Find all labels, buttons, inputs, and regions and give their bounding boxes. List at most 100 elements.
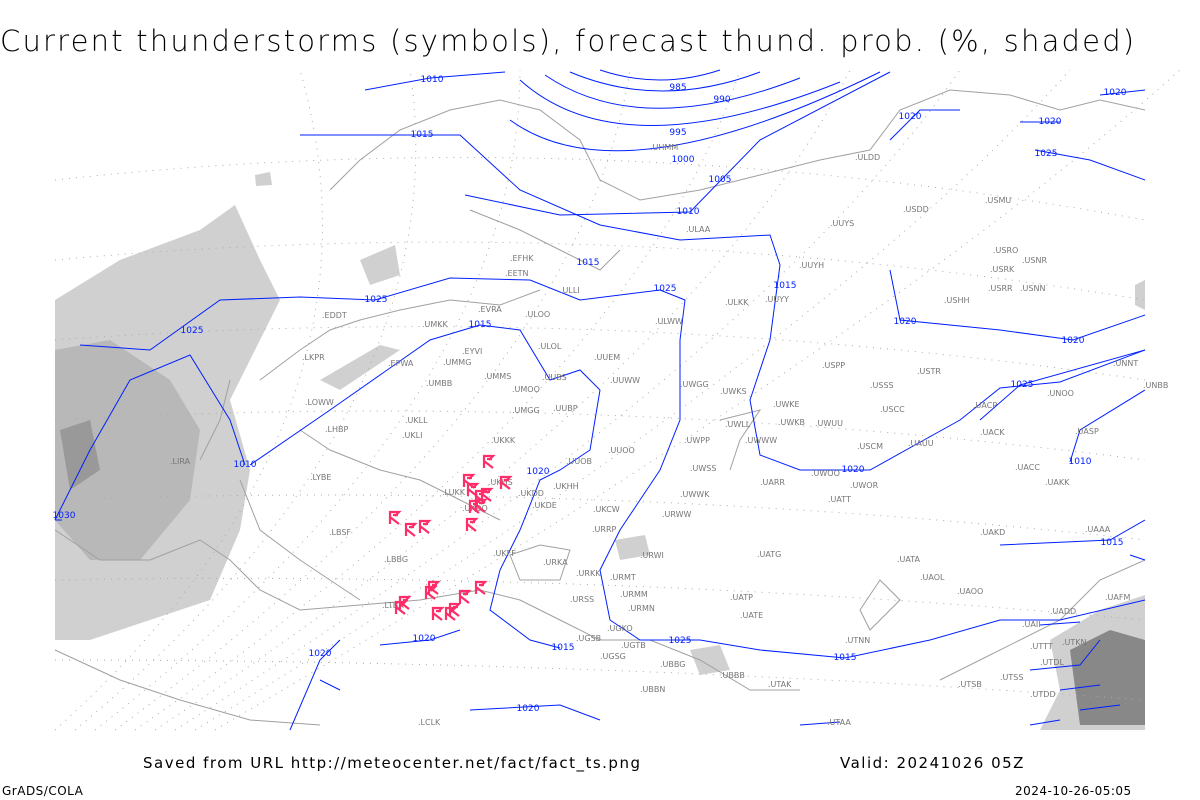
station-label: .UATA [897, 555, 921, 564]
station-label: .UAII [1022, 620, 1041, 629]
station-label: .UUOO [608, 446, 635, 455]
station-label: .UWKS [720, 387, 747, 396]
station-label: .UAOL [920, 573, 945, 582]
isobar-line [1079, 704, 1121, 711]
isobar-line [889, 269, 1146, 341]
station-label: .UWGG [680, 380, 709, 389]
station-label: .USPP [822, 361, 845, 370]
isobar-label: 1020 [309, 649, 332, 659]
isobar-label: 985 [669, 83, 686, 93]
thunderstorm-icon [458, 589, 472, 604]
station-label: .URRP [592, 525, 617, 534]
isobar-label: 1020 [1062, 336, 1085, 346]
isobar-label: 1025 [669, 636, 692, 646]
coastline [719, 409, 762, 471]
isobar-line [379, 629, 461, 646]
station-label: .LKPR [302, 353, 325, 362]
grid-line [174, 69, 961, 731]
isobar-label: 1005 [709, 175, 732, 185]
isobar-line [889, 109, 960, 141]
station-label: .UACC [1015, 463, 1040, 472]
station-label: .USNR [1022, 256, 1047, 265]
valid-time: Valid: 20241026 05Z [840, 754, 1025, 772]
isobar-line [289, 639, 341, 731]
thunderstorm-symbols [388, 454, 513, 621]
station-label: .URMN [628, 604, 655, 613]
isobar-label: 1015 [1101, 538, 1124, 548]
isobar-line [544, 74, 801, 109]
station-labels: .ULDD .USDD .USMU .UUYS .ULAA .USRO .USNR .USRK… [170, 143, 1168, 727]
station-label: .USRK [990, 265, 1015, 274]
isobar-label: 1000 [672, 155, 695, 165]
station-label: .ULDD [855, 153, 880, 162]
station-label: .UUYS [830, 219, 854, 228]
station-label: .UUOB [566, 457, 592, 466]
station-label: .UUWW [610, 376, 640, 385]
station-label: .URMT [610, 573, 636, 582]
station-label: .UHMM [650, 143, 678, 152]
station-label: .ULAA [686, 225, 711, 234]
station-label: .LOWW [305, 398, 334, 407]
grid-line [54, 577, 1146, 621]
thunderstorm-icon [474, 580, 488, 595]
isobar-label: 1020 [1039, 117, 1062, 127]
station-label: .UMKK [422, 320, 449, 329]
station-label: .USNN [1020, 284, 1045, 293]
station-label: .UBBG [660, 660, 685, 669]
station-label: .UTAK [768, 680, 792, 689]
isobar-label: 1010 [234, 460, 257, 470]
isobar-line [1129, 554, 1146, 561]
coastline [54, 649, 321, 726]
isobar-label: 1025 [654, 284, 677, 294]
isobar-line [599, 69, 721, 81]
station-label: .EDDT [322, 311, 347, 320]
grid-line [54, 326, 1146, 381]
station-label: .UWLL [725, 420, 751, 429]
station-label: .UKKK [491, 436, 516, 445]
station-label: .UTTT [1030, 642, 1053, 651]
shading-area [690, 645, 730, 675]
station-label: .UKHH [553, 482, 579, 491]
isobar-line [1029, 639, 1101, 671]
coastline [299, 429, 501, 521]
station-label: .UKLI [402, 431, 422, 440]
station-label: .UNBB [1143, 381, 1168, 390]
coastline [259, 289, 541, 381]
isobar-label: 1020 [894, 317, 917, 327]
coastline [859, 579, 901, 631]
station-label: .UGKO [607, 624, 633, 633]
isobar-label: 1020 [899, 112, 922, 122]
coastline [329, 89, 1146, 201]
isobar-line [249, 324, 601, 649]
station-label: .UTDD [1030, 690, 1056, 699]
thunderstorm-icon [480, 487, 494, 502]
station-label: .UUYH [799, 261, 824, 270]
isobar-line [464, 71, 891, 216]
shading-area [320, 345, 400, 390]
station-label: .UMMS [484, 372, 511, 381]
station-label: .UKDE [532, 501, 557, 510]
grid-line [94, 69, 521, 731]
station-label: .UATT [828, 495, 851, 504]
station-label: .UUYY [765, 295, 789, 304]
isobar-label: 1015 [469, 320, 492, 330]
station-label: .EPWA [388, 359, 414, 368]
station-label: .USTR [917, 367, 941, 376]
thunderstorm-icon [398, 595, 412, 610]
station-label: .LBBG [384, 555, 408, 564]
isobar-label: 1020 [842, 465, 865, 475]
station-label: .UGSB [576, 634, 601, 643]
station-label: .UATE [740, 611, 763, 620]
isobar-line [1039, 621, 1081, 626]
isobar-line [79, 277, 1146, 659]
isobar-line [1029, 719, 1061, 726]
isobar-label: 995 [669, 128, 686, 138]
station-label: .UTSS [1000, 673, 1023, 682]
station-label: .UACP [973, 401, 997, 410]
station-label: .LIRA [170, 457, 191, 466]
thunderstorm-icon [404, 522, 418, 537]
station-label: .UAFM [1105, 593, 1130, 602]
thunderstorm-icon [499, 475, 513, 490]
isobar-label: 1025 [1035, 149, 1058, 159]
